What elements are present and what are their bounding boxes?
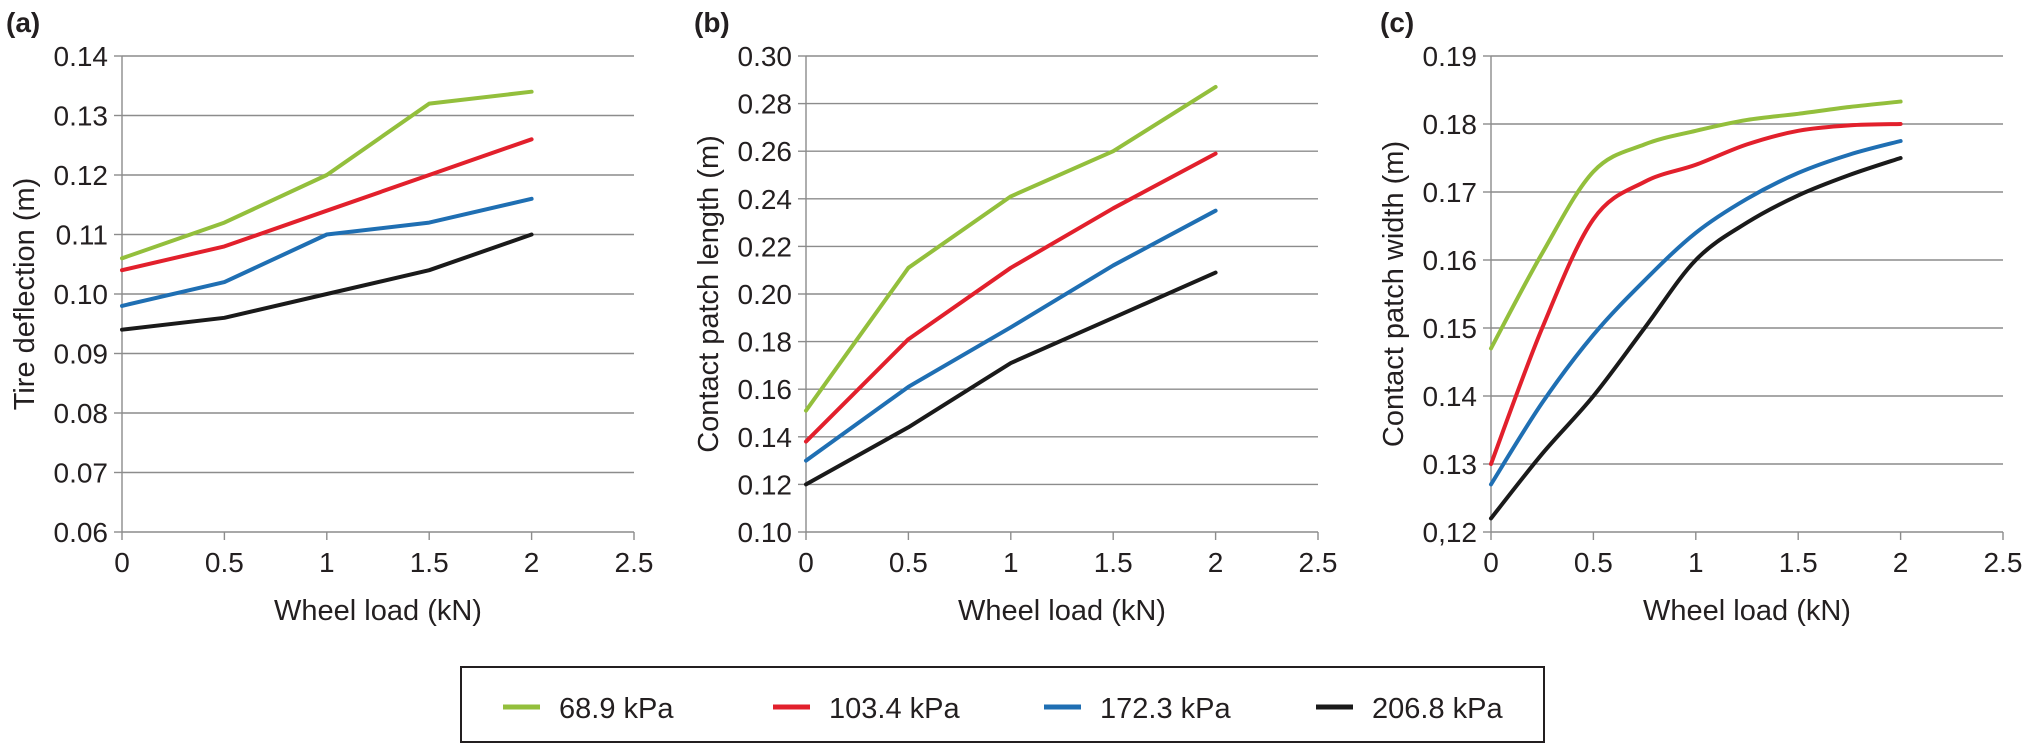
x-tick-label: 0 xyxy=(1483,547,1499,578)
x-tick-label: 2.5 xyxy=(1299,547,1338,578)
x-tick-label: 1 xyxy=(1688,547,1704,578)
x-axis-title: Wheel load (kN) xyxy=(274,595,482,627)
y-tick-label: 0.11 xyxy=(56,220,108,251)
legend: 68.9 kPa 103.4 kPa 172.3 kPa 206.8 kPa xyxy=(460,666,1545,743)
series-line-2 xyxy=(120,137,534,273)
y-tick-label: 0.26 xyxy=(738,136,793,167)
y-tick-label: 0.24 xyxy=(738,184,793,215)
x-tick-label: 2 xyxy=(1208,547,1224,578)
y-tick-label: 0.16 xyxy=(1423,245,1478,276)
y-tick-label: 0.08 xyxy=(54,398,109,429)
y-tick-label: 0.12 xyxy=(54,160,109,191)
y-tick-label: 0.15 xyxy=(1423,313,1478,344)
y-tick-label: 0.14 xyxy=(1423,381,1478,412)
y-tick-label: 0.12 xyxy=(738,469,793,500)
y-tick-label: 0.13 xyxy=(54,101,109,132)
x-tick-label: 2 xyxy=(524,547,540,578)
y-tick-label: 0.28 xyxy=(738,89,793,120)
x-tick-label: 0.5 xyxy=(889,547,928,578)
x-tick-label: 0 xyxy=(114,547,130,578)
x-tick-label: 2.5 xyxy=(1984,547,2023,578)
x-tick-label: 1.5 xyxy=(1779,547,1818,578)
x-axis-title: Wheel load (kN) xyxy=(958,595,1166,627)
series-line-4 xyxy=(1489,156,1903,521)
y-axis-title: Tire deflection (m) xyxy=(9,178,41,411)
y-axis-title: Contact patch width (m) xyxy=(1378,141,1410,447)
x-tick-label: 0.5 xyxy=(205,547,244,578)
x-tick-label: 1.5 xyxy=(410,547,449,578)
series-line-3 xyxy=(804,208,1218,463)
legend-box xyxy=(460,666,1545,743)
x-tick-label: 2 xyxy=(1893,547,1909,578)
x-tick-label: 2.5 xyxy=(615,547,654,578)
x-tick-label: 1 xyxy=(319,547,335,578)
y-tick-label: 0.07 xyxy=(54,458,109,489)
x-tick-label: 0.5 xyxy=(1574,547,1613,578)
series-line-3 xyxy=(120,196,534,308)
series-line-3 xyxy=(1489,139,1903,487)
panel-label: (a) xyxy=(6,7,40,38)
y-tick-label: 0.22 xyxy=(738,231,793,262)
series-line-2 xyxy=(1489,122,1903,466)
chart-panels: 0.06 0.07 0.08 0.09 0.10 0.11 0.12 0.13 0.14 0 0.5… xyxy=(6,7,2022,627)
y-tick-label: 0.14 xyxy=(54,41,109,72)
legend-label: 68.9 kPa xyxy=(559,693,674,725)
y-tick-label: 0.16 xyxy=(738,374,793,405)
y-tick-label: 0.20 xyxy=(738,279,793,310)
y-tick-label: 0.14 xyxy=(738,422,793,453)
x-axis-title: Wheel load (kN) xyxy=(1643,595,1851,627)
y-tick-label: 0.19 xyxy=(1423,41,1478,72)
y-tick-label: 0.06 xyxy=(54,517,109,548)
x-tick-label: 1 xyxy=(1003,547,1019,578)
legend-label: 103.4 kPa xyxy=(829,693,960,725)
y-tick-label: 0.17 xyxy=(1423,177,1478,208)
panel-label: (c) xyxy=(1380,7,1414,38)
y-tick-label: 0.13 xyxy=(1423,449,1478,480)
x-tick-label: 1.5 xyxy=(1094,547,1133,578)
y-tick-label: 0.18 xyxy=(1423,109,1478,140)
legend-label: 172.3 kPa xyxy=(1100,693,1231,725)
y-axis-title: Contact patch length (m) xyxy=(693,135,725,453)
y-tick-label: 0,12 xyxy=(1423,517,1478,548)
chart-panel-3: 0,12 0.13 0.14 0.15 0.16 0.17 0.18 0.19 0 0.5 1 1.5… xyxy=(1378,7,2022,627)
y-tick-label: 0.30 xyxy=(738,41,793,72)
series-line-4 xyxy=(120,232,534,332)
y-tick-label: 0.10 xyxy=(738,517,793,548)
legend-label: 206.8 kPa xyxy=(1372,693,1503,725)
panel-label: (b) xyxy=(694,7,730,38)
y-tick-label: 0.10 xyxy=(54,279,109,310)
chart-panel-2: 0.10 0.12 0.14 0.16 0.18 0.20 0.22 0.24 0.26 0.28… xyxy=(693,7,1337,627)
y-tick-label: 0.09 xyxy=(54,339,109,370)
x-tick-label: 0 xyxy=(798,547,814,578)
chart-panel-1: 0.06 0.07 0.08 0.09 0.10 0.11 0.12 0.13 0.14 0 0.5… xyxy=(6,7,653,627)
y-tick-label: 0.18 xyxy=(738,327,793,358)
series-line-1 xyxy=(1489,99,1903,351)
